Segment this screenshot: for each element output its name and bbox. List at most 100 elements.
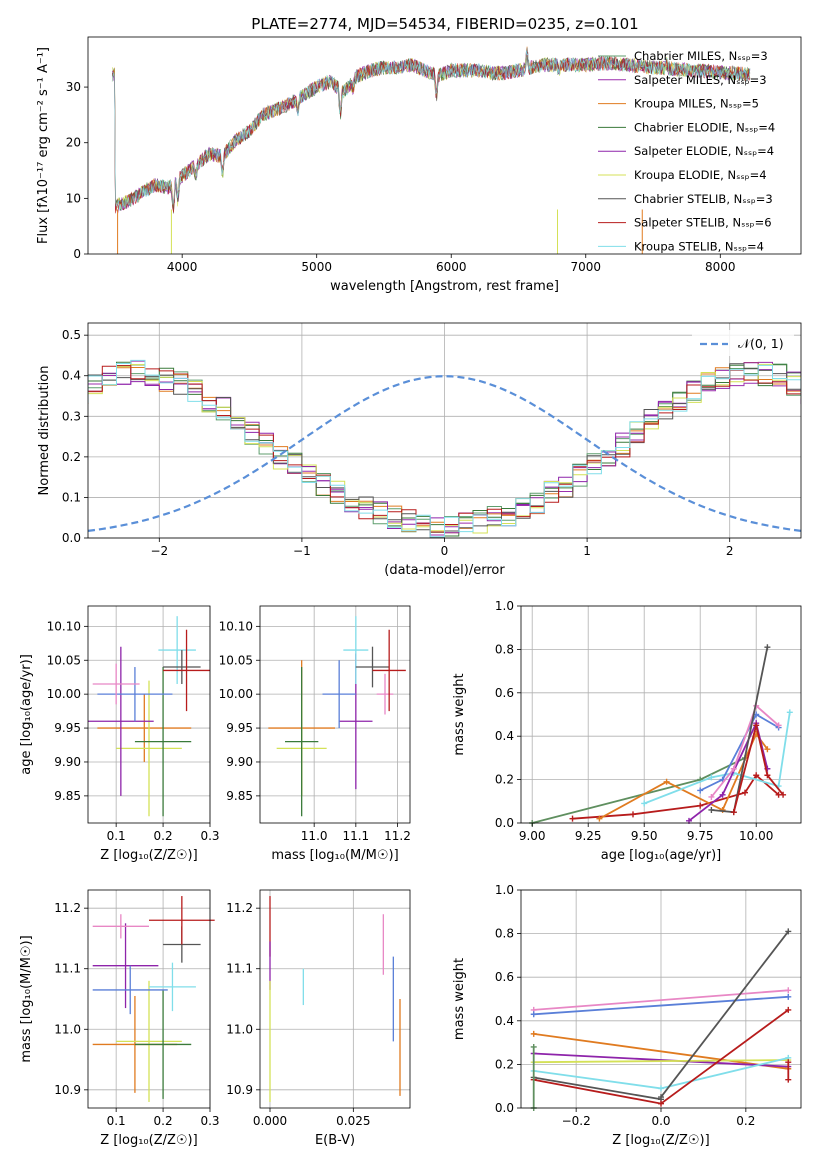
weight-point <box>630 811 636 818</box>
panel-2: −2 −1 0 1 2 0.0 0.1 0.2 0.3 0.4 0.5 (data-model)/er… <box>37 322 802 578</box>
weight-point <box>641 800 648 807</box>
histogram-series <box>88 365 801 533</box>
weight-line <box>710 704 780 798</box>
weight-point <box>658 1100 664 1107</box>
x-tick-label: 11.2 <box>384 829 411 843</box>
weight-point <box>719 791 726 798</box>
weight-point <box>780 791 787 798</box>
x-tick-label: 0.2 <box>736 1114 755 1128</box>
y-tick-label: 20 <box>66 136 81 150</box>
y-tick-label: 0.4 <box>495 1014 514 1028</box>
weight-point <box>530 1043 537 1050</box>
axes-frame <box>87 889 211 1109</box>
y-tick-label: 0.2 <box>62 450 81 464</box>
legend-box <box>692 330 794 356</box>
legend-label: Salpeter MILES, Nₛₛₚ=3 <box>634 73 767 87</box>
histogram-series <box>88 363 801 538</box>
y-axis-label: Normed distribution <box>37 366 52 496</box>
y-tick-label: 0.0 <box>495 1101 514 1115</box>
x-tick-label: 2 <box>726 544 734 558</box>
y-tick-label: 0.0 <box>62 531 81 545</box>
x-tick-label: 7000 <box>570 260 601 274</box>
weight-line <box>533 1052 789 1068</box>
weight-point <box>708 806 715 813</box>
weight-point <box>785 993 792 1000</box>
x-axis-label: Z [log₁₀(Z/Z☉)] <box>100 1133 197 1148</box>
legend-label: Salpeter STELIB, Nₛₛₚ=6 <box>634 216 772 230</box>
y-tick-label: 1.0 <box>495 599 514 613</box>
axes-frame <box>520 605 802 824</box>
legend-label: Chabrier MILES, Nₛₛₚ=3 <box>634 49 768 63</box>
legend-label: Kroupa MILES, Nₛₛₚ=5 <box>634 97 759 111</box>
y-tick-label: 0.6 <box>495 686 514 700</box>
x-tick-label: −1 <box>293 544 311 558</box>
figure-title: PLATE=2774, MJD=54534, FIBERID=0235, z=0… <box>251 15 638 33</box>
weight-line <box>533 1076 662 1101</box>
y-tick-label: 0 <box>73 247 81 261</box>
y-tick-label: 11.1 <box>54 962 81 976</box>
x-tick-label: 9.00 <box>519 829 546 843</box>
y-tick-label: 0.4 <box>62 369 81 383</box>
weight-point <box>708 774 715 781</box>
weight-point <box>764 772 771 779</box>
x-tick-label: 8000 <box>705 260 736 274</box>
y-tick-label: 0.2 <box>495 773 514 787</box>
weight-point <box>764 746 771 753</box>
weight-point <box>530 1030 537 1037</box>
y-tick-label: 0.2 <box>495 1057 514 1071</box>
weight-point <box>742 789 748 796</box>
axes-frame <box>259 889 411 1109</box>
panel-4: 11.0 11.1 11.2 9.85 9.90 9.95 10.00 10.05 10.10 m… <box>219 605 411 863</box>
legend-label: Salpeter ELODIE, Nₛₛₚ=4 <box>634 144 774 158</box>
legend-label: Chabrier STELIB, Nₛₛₚ=3 <box>634 192 773 206</box>
weight-line <box>660 930 790 1098</box>
x-tick-label: 0.3 <box>200 829 219 843</box>
y-tick-label: 30 <box>66 80 81 94</box>
weight-point <box>785 928 792 935</box>
panel-8: −0.2 0.0 0.2 0.0 0.2 0.4 0.6 0.8 1.0 Z [log₁₀(Z/Z… <box>452 883 802 1148</box>
y-tick-label: 10 <box>66 191 81 205</box>
y-tick-label: 9.85 <box>54 789 81 803</box>
weight-point <box>658 1085 664 1092</box>
legend-label: Kroupa STELIB, Nₛₛₚ=4 <box>634 239 764 253</box>
weight-point <box>596 815 603 822</box>
x-axis-label: Z [log₁₀(Z/Z☉)] <box>100 848 197 863</box>
y-tick-label: 9.95 <box>54 721 81 735</box>
y-tick-label: 0.0 <box>495 816 514 830</box>
weight-point <box>753 722 760 729</box>
x-tick-label: 0.1 <box>107 829 126 843</box>
x-tick-label: 9.50 <box>631 829 658 843</box>
x-tick-label: 0.2 <box>154 1114 173 1128</box>
x-axis-label: wavelength [Angstrom, rest frame] <box>330 279 559 294</box>
y-tick-label: 0.4 <box>495 729 514 743</box>
x-tick-label: 11.0 <box>301 829 328 843</box>
weight-point <box>708 793 715 800</box>
x-tick-label: 0.025 <box>336 1114 370 1128</box>
weight-point <box>530 1011 537 1018</box>
panel-3: 0.1 0.2 0.3 9.85 9.90 9.95 10.00 10.05 10.10 Z [l… <box>19 605 220 863</box>
x-tick-label: 1 <box>583 544 591 558</box>
x-tick-label: 10.00 <box>739 829 773 843</box>
y-tick-label: 0.8 <box>495 927 514 941</box>
weight-point <box>730 765 737 772</box>
weight-point <box>730 809 737 816</box>
legend-label: 𝒩(0, 1) <box>738 336 784 351</box>
x-axis-label: mass [log₁₀(M/M☉)] <box>271 848 398 863</box>
panel-7: 0.000 0.025 10.9 11.0 11.1 11.2 E(B-V) <box>226 889 411 1148</box>
y-tick-label: 10.10 <box>47 619 81 633</box>
x-tick-label: 0.000 <box>253 1114 287 1128</box>
weight-point <box>753 772 760 779</box>
x-tick-label: 4000 <box>167 260 198 274</box>
y-tick-label: 9.85 <box>226 789 253 803</box>
y-tick-label: 9.95 <box>226 721 253 735</box>
weight-point <box>786 709 793 716</box>
histogram-series <box>88 361 801 537</box>
x-tick-label: 5000 <box>301 260 332 274</box>
weight-point <box>658 1094 664 1101</box>
histogram-series <box>88 360 801 536</box>
histogram-series <box>88 362 801 534</box>
y-tick-label: 10.00 <box>219 687 253 701</box>
y-tick-label: 10.9 <box>54 1083 81 1097</box>
y-tick-label: 10.00 <box>47 687 81 701</box>
